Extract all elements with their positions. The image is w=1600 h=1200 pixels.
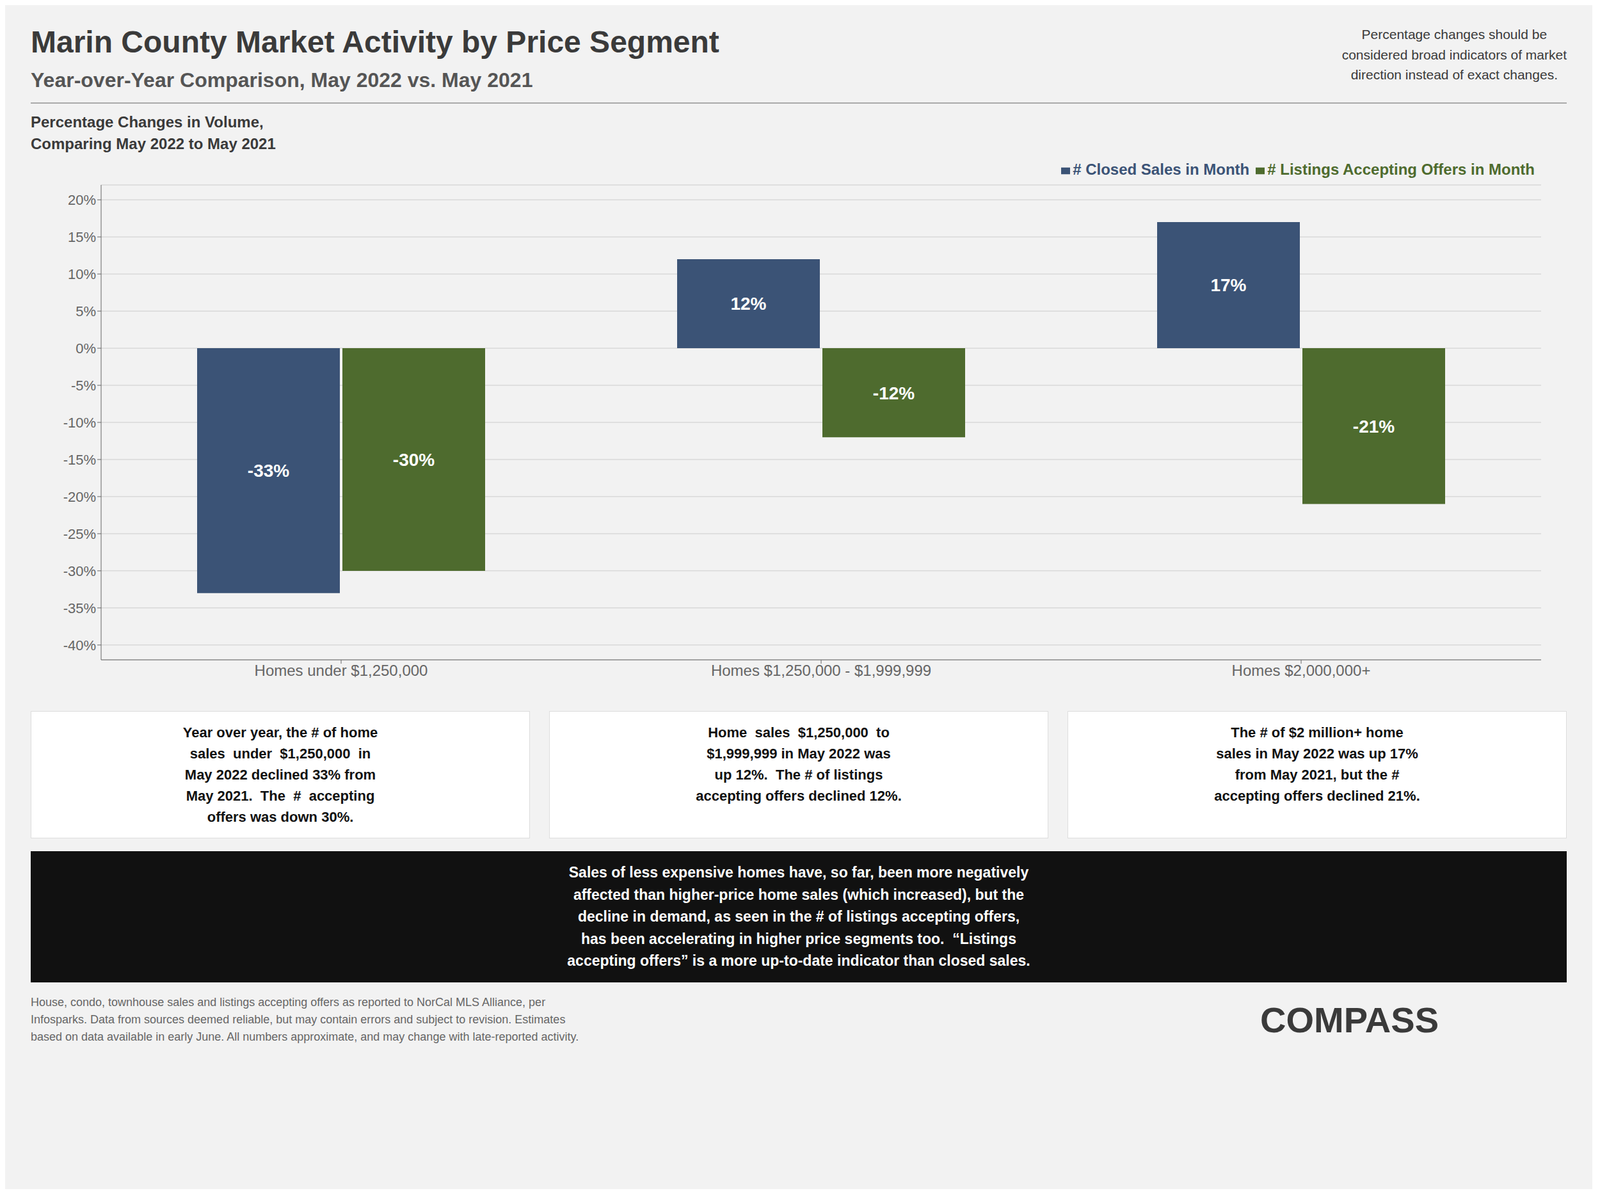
html-text:COMPASS: COMPASS <box>1260 999 1439 1040</box>
html-text:The # of $2 million+ home sale: The # of $2 million+ home sales in May 2… <box>1214 724 1421 804</box>
svg-text:-33%: -33% <box>247 460 290 481</box>
svg-text:Homes $2,000,000+: Homes $2,000,000+ <box>1232 661 1371 680</box>
svg-text:0%: 0% <box>75 340 96 357</box>
svg-text:-40%: -40% <box>63 637 96 654</box>
svg-text:5%: 5% <box>75 303 96 320</box>
html-text:Percentage Changes in Volume,: Percentage Changes in Volume, Comparing … <box>30 113 276 153</box>
svg-text:-5%: -5% <box>71 377 96 394</box>
svg-text:Homes under $1,250,000: Homes under $1,250,000 <box>254 661 429 680</box>
svg-text:-15%: -15% <box>63 451 96 468</box>
svg-text:17%: 17% <box>1210 275 1247 296</box>
html-text:Year over year, the # of home: Year over year, the # of home sales unde… <box>182 724 378 826</box>
svg-text:20%: 20% <box>67 192 96 208</box>
html-text:Percentage changes should be c: Percentage changes should be considered … <box>1341 26 1567 82</box>
svg-text:Homes $1,250,000 - $1,999,999: Homes $1,250,000 - $1,999,999 <box>711 661 932 680</box>
svg-text:-35%: -35% <box>63 600 96 617</box>
svg-text:-12%: -12% <box>872 383 915 404</box>
svg-text:-21%: -21% <box>1352 416 1395 437</box>
svg-text:-30%: -30% <box>63 563 96 580</box>
html-text:Sales of less expensive homes: Sales of less expensive homes have, so f… <box>567 864 1031 970</box>
svg-text:15%: 15% <box>67 229 96 246</box>
svg-text:-25%: -25% <box>63 526 96 543</box>
svg-text:10%: 10% <box>67 266 96 283</box>
html-text:Home sales $1,250,000 to $1,99: Home sales $1,250,000 to $1,999,999 in M… <box>695 724 902 804</box>
html-text:Marin County Market Activity b: Marin County Market Activity by Price Se… <box>30 24 720 59</box>
svg-text:-30%: -30% <box>392 449 435 470</box>
svg-text:-20%: -20% <box>63 488 96 505</box>
html-text:House, condo, townhouse sales: House, condo, townhouse sales and listin… <box>30 995 579 1044</box>
html-text:# Listings Accepting Offers in: # Listings Accepting Offers in Month <box>1267 160 1535 179</box>
svg-text:12%: 12% <box>730 294 767 315</box>
html-text:# Closed Sales in Month: # Closed Sales in Month <box>1072 160 1250 179</box>
html-text:Year-over-Year Comparison, May: Year-over-Year Comparison, May 2022 vs. … <box>30 68 533 92</box>
svg-text:-10%: -10% <box>63 414 96 431</box>
